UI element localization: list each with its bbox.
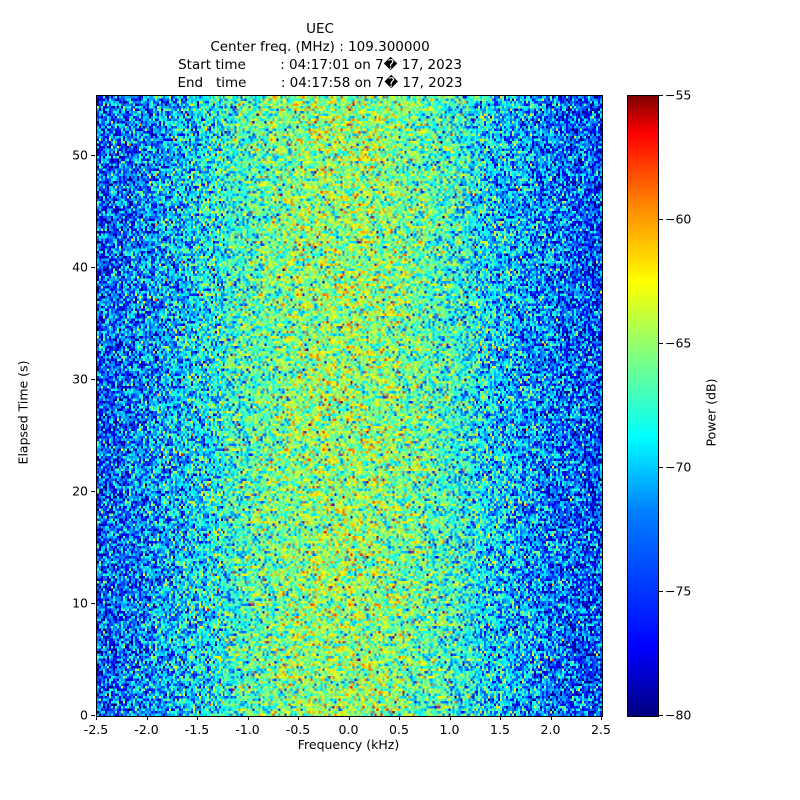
x-tick-mark [348,716,350,720]
end-time-line: End time : 04:17:58 on 7� 17, 2023 [177,75,463,91]
colorbar-tick-label: −55 [665,87,692,103]
x-tick-label: -2.0 [134,722,159,737]
x-tick-mark [197,716,198,720]
x-tick-label: 1.0 [439,722,460,737]
figure-title: UEC [306,21,334,37]
colorbar-tick-label: −75 [665,583,692,599]
colorbar-gradient [628,96,658,716]
x-tick-label: -1.5 [184,722,210,737]
y-tick-mark [91,715,95,716]
y-tick-mark [91,379,95,381]
x-tick-mark [601,716,602,720]
x-tick-label: 0.0 [338,722,359,737]
x-tick-mark [500,716,501,720]
y-tick-label: 30 [72,371,88,387]
x-tick-mark [96,716,97,720]
y-tick-label: 40 [72,259,88,275]
x-tick-label: -2.5 [83,722,109,737]
y-tick-label: 50 [72,147,88,163]
x-tick-mark [449,716,451,720]
y-tick-label: 20 [72,483,88,499]
x-tick-mark [247,716,249,720]
y-tick-mark [91,267,95,269]
colorbar-tick-mark [659,467,663,468]
colorbar-tick-mark [659,95,663,96]
x-tick-label: 2.0 [540,722,561,737]
spectrogram-image [97,96,602,716]
colorbar-tick-label: −65 [665,335,692,351]
spectrogram-plot-area [96,95,603,717]
x-tick-label: -0.5 [285,722,311,737]
colorbar-tick-label: −60 [665,211,692,227]
y-tick-mark [91,155,95,157]
center-frequency-line: Center freq. (MHz) : 109.300000 [210,39,430,55]
x-tick-label: 1.5 [490,722,510,737]
x-tick-mark [298,716,299,720]
y-tick-label: 10 [72,595,88,611]
colorbar-tick-mark [659,219,663,220]
x-tick-mark [399,716,400,720]
colorbar-label: Power (dB) [703,378,719,447]
x-tick-mark [550,716,552,720]
y-tick-mark [91,491,95,493]
y-axis-label: Elapsed Time (s) [15,360,31,465]
colorbar-tick-mark [659,715,663,716]
colorbar-tick-label: −80 [665,707,692,723]
x-tick-label: 2.5 [591,722,611,737]
x-tick-label: 0.5 [389,722,409,737]
x-tick-label: -1.0 [235,722,260,737]
y-tick-label: 0 [80,707,88,723]
colorbar [627,95,659,717]
colorbar-tick-mark [659,591,663,592]
y-tick-mark [91,603,95,605]
x-tick-mark [146,716,148,720]
x-axis-label: Frequency (kHz) [297,737,400,752]
figure-title-block: UEC Center freq. (MHz) : 109.300000 Star… [0,20,640,92]
start-time-line: Start time : 04:17:01 on 7� 17, 2023 [178,57,462,73]
colorbar-tick-label: −70 [665,459,692,475]
colorbar-tick-mark [659,343,663,344]
